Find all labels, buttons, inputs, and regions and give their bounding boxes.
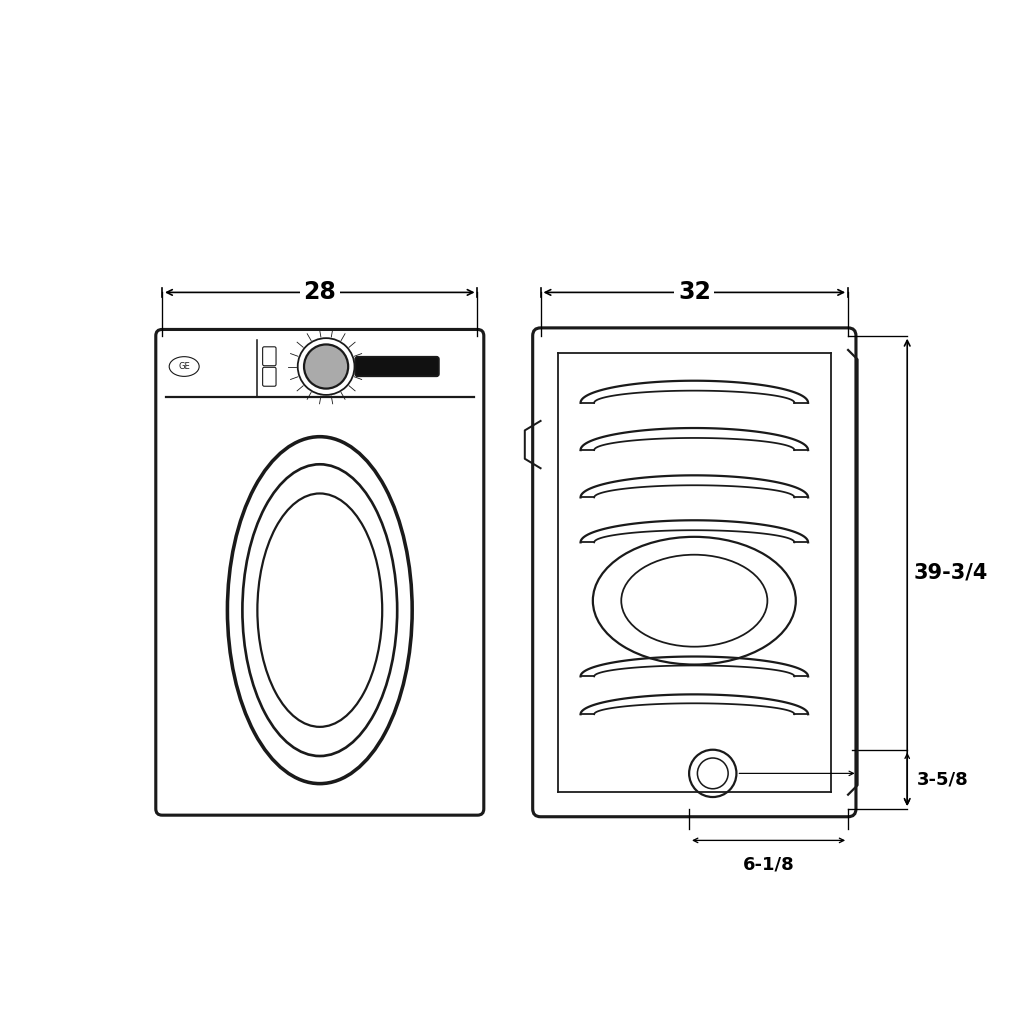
FancyBboxPatch shape <box>355 356 439 376</box>
Text: 32: 32 <box>678 281 711 304</box>
FancyBboxPatch shape <box>156 330 483 815</box>
Circle shape <box>304 344 348 388</box>
Text: 6-1/8: 6-1/8 <box>742 855 795 873</box>
FancyBboxPatch shape <box>262 347 276 366</box>
FancyBboxPatch shape <box>532 328 856 817</box>
Text: 3-5/8: 3-5/8 <box>916 770 969 788</box>
Text: 39-3/4: 39-3/4 <box>913 562 988 583</box>
FancyBboxPatch shape <box>262 368 276 386</box>
Text: GE: GE <box>178 362 190 371</box>
Text: 28: 28 <box>303 281 336 304</box>
